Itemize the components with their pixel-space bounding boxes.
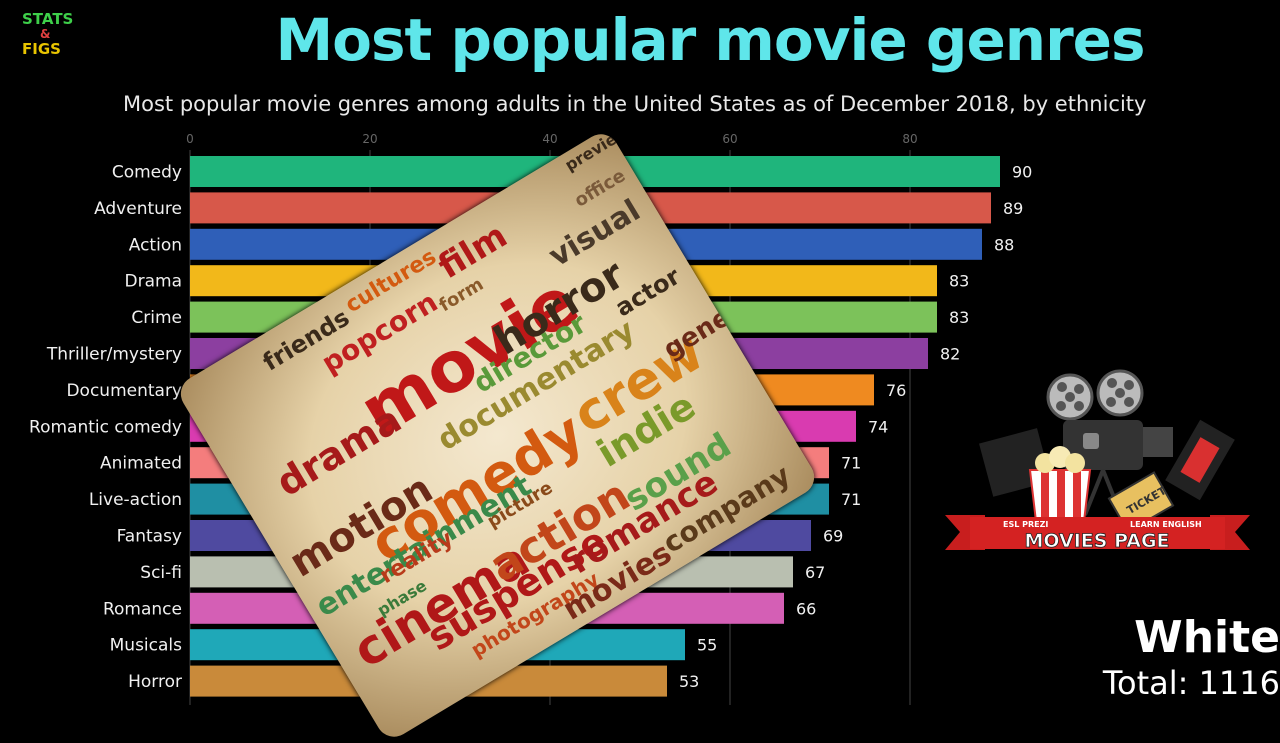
logo-line-2: &	[40, 27, 51, 41]
category-label: Adventure	[94, 199, 182, 219]
value-label: 67	[805, 563, 825, 582]
category-label: Animated	[100, 454, 182, 474]
category-label: Drama	[125, 272, 182, 292]
category-label: Sci-fi	[140, 563, 182, 583]
value-label: 69	[823, 527, 843, 546]
word-cloud-word: actor	[610, 262, 686, 323]
value-label: 90	[1012, 163, 1032, 182]
value-label: 89	[1003, 199, 1023, 218]
badge-banner-text: MOVIES PAGE	[1024, 530, 1169, 552]
value-label: 83	[949, 272, 969, 291]
chart-title: Most popular movie genres	[275, 6, 1145, 74]
category-label: Musicals	[110, 636, 183, 656]
category-label: Thriller/mystery	[46, 345, 182, 365]
stats-figs-logo: STATS & FIGS	[22, 10, 73, 58]
total-label: Total: 1116	[1102, 664, 1280, 702]
value-label: 76	[886, 381, 906, 400]
x-tick-label: 60	[722, 132, 737, 146]
value-label: 83	[949, 308, 969, 327]
category-label: Horror	[128, 672, 182, 692]
category-label: Romance	[103, 599, 182, 619]
value-label: 53	[679, 672, 699, 691]
badge-left-text: ESL PREZI	[1003, 520, 1048, 529]
category-label: Documentary	[66, 381, 182, 401]
value-label: 71	[841, 490, 861, 509]
value-label: 82	[940, 345, 960, 364]
ethnicity-label: White	[1134, 612, 1280, 663]
value-label: 55	[697, 636, 717, 655]
value-label: 74	[868, 417, 888, 436]
category-label: Fantasy	[117, 527, 182, 547]
x-tick-label: 80	[902, 132, 917, 146]
value-label: 66	[796, 599, 816, 618]
chart-subtitle: Most popular movie genres among adults i…	[123, 92, 1147, 116]
category-label: Crime	[131, 308, 182, 328]
x-tick-label: 40	[542, 132, 557, 146]
category-label: Live-action	[89, 490, 182, 510]
badge-right-text: LEARN ENGLISH	[1130, 520, 1202, 529]
category-label: Romantic comedy	[29, 417, 182, 437]
category-label: Comedy	[112, 163, 182, 183]
category-label: Action	[129, 235, 182, 255]
x-tick-label: 0	[186, 132, 194, 146]
logo-line-1: STATS	[22, 10, 74, 28]
logo-line-3: FIGS	[22, 40, 61, 58]
x-tick-label: 20	[362, 132, 377, 146]
value-label: 71	[841, 454, 861, 473]
movies-page-badge: TICKET ESL PREZI LEARN ENGLISH MOVIES PA…	[945, 369, 1250, 552]
value-label: 88	[994, 235, 1014, 254]
